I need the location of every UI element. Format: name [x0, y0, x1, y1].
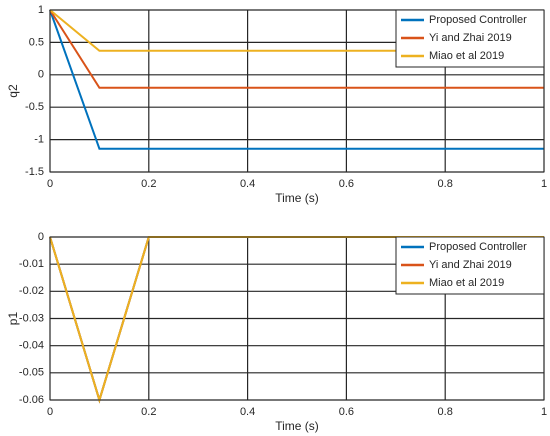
y-tick-label: -0.02	[19, 285, 44, 297]
axes-box	[49, 236, 545, 401]
x-axis-label: Time (s)	[275, 191, 319, 205]
x-tick-label: 0.4	[240, 406, 255, 418]
legend-entry: Yi and Zhai 2019	[429, 32, 512, 44]
x-tick-label: 1	[541, 406, 547, 418]
chart-q2: 0 0.2 0.4 0.6 0.8 1 1 0.5 0 -0.5 -1 -1.5 Time (s) q2 P…	[6, 4, 547, 205]
legend-entry: Miao et al 2019	[429, 277, 504, 289]
y-tick-label: -0.5	[25, 101, 44, 113]
x-tick-label: 0.8	[438, 178, 453, 190]
legend: Proposed Controller Yi and Zhai 2019 Miao …	[395, 236, 545, 295]
y-axis-label: p1	[6, 312, 20, 326]
axes-box	[49, 9, 545, 173]
x-tick-label: 0.8	[438, 406, 453, 418]
x-tick-label: 0.2	[141, 178, 156, 190]
legend: Proposed Controller Yi and Zhai 2019 Miao …	[395, 9, 545, 68]
y-tick-label: 0.5	[29, 36, 44, 48]
y-tick-label: 0	[38, 69, 44, 81]
x-tick-label: 0.2	[141, 406, 156, 418]
y-tick-label: -0.05	[19, 367, 44, 379]
x-axis-label: Time (s)	[275, 419, 319, 433]
y-axis-label: q2	[6, 84, 20, 98]
x-tick-label: 0.4	[240, 178, 255, 190]
legend-entry: Miao et al 2019	[429, 50, 504, 62]
x-tick-label: 1	[541, 178, 547, 190]
y-tick-label: 0	[38, 231, 44, 243]
x-tick-label: 0	[47, 178, 53, 190]
legend-entry: Proposed Controller	[429, 241, 527, 253]
x-tick-label: 0.6	[339, 178, 354, 190]
series-line	[49, 9, 544, 150]
x-tick-label: 0.6	[339, 406, 354, 418]
series-line	[49, 9, 544, 89]
chart-p1: 0 0.2 0.4 0.6 0.8 1 0 -0.01 -0.02 -0.03 -0.04 -0.05…	[6, 231, 547, 433]
legend-entry: Yi and Zhai 2019	[429, 259, 512, 271]
y-tick-label: -0.01	[19, 258, 44, 270]
y-tick-label: -1.5	[25, 166, 44, 178]
legend-entry: Proposed Controller	[429, 14, 527, 26]
y-tick-label: -0.03	[19, 312, 44, 324]
y-tick-label: -0.04	[19, 340, 44, 352]
y-tick-label: -0.06	[19, 394, 44, 406]
x-tick-label: 0	[47, 406, 53, 418]
y-tick-label: -1	[34, 134, 44, 146]
y-tick-label: 1	[38, 4, 44, 16]
